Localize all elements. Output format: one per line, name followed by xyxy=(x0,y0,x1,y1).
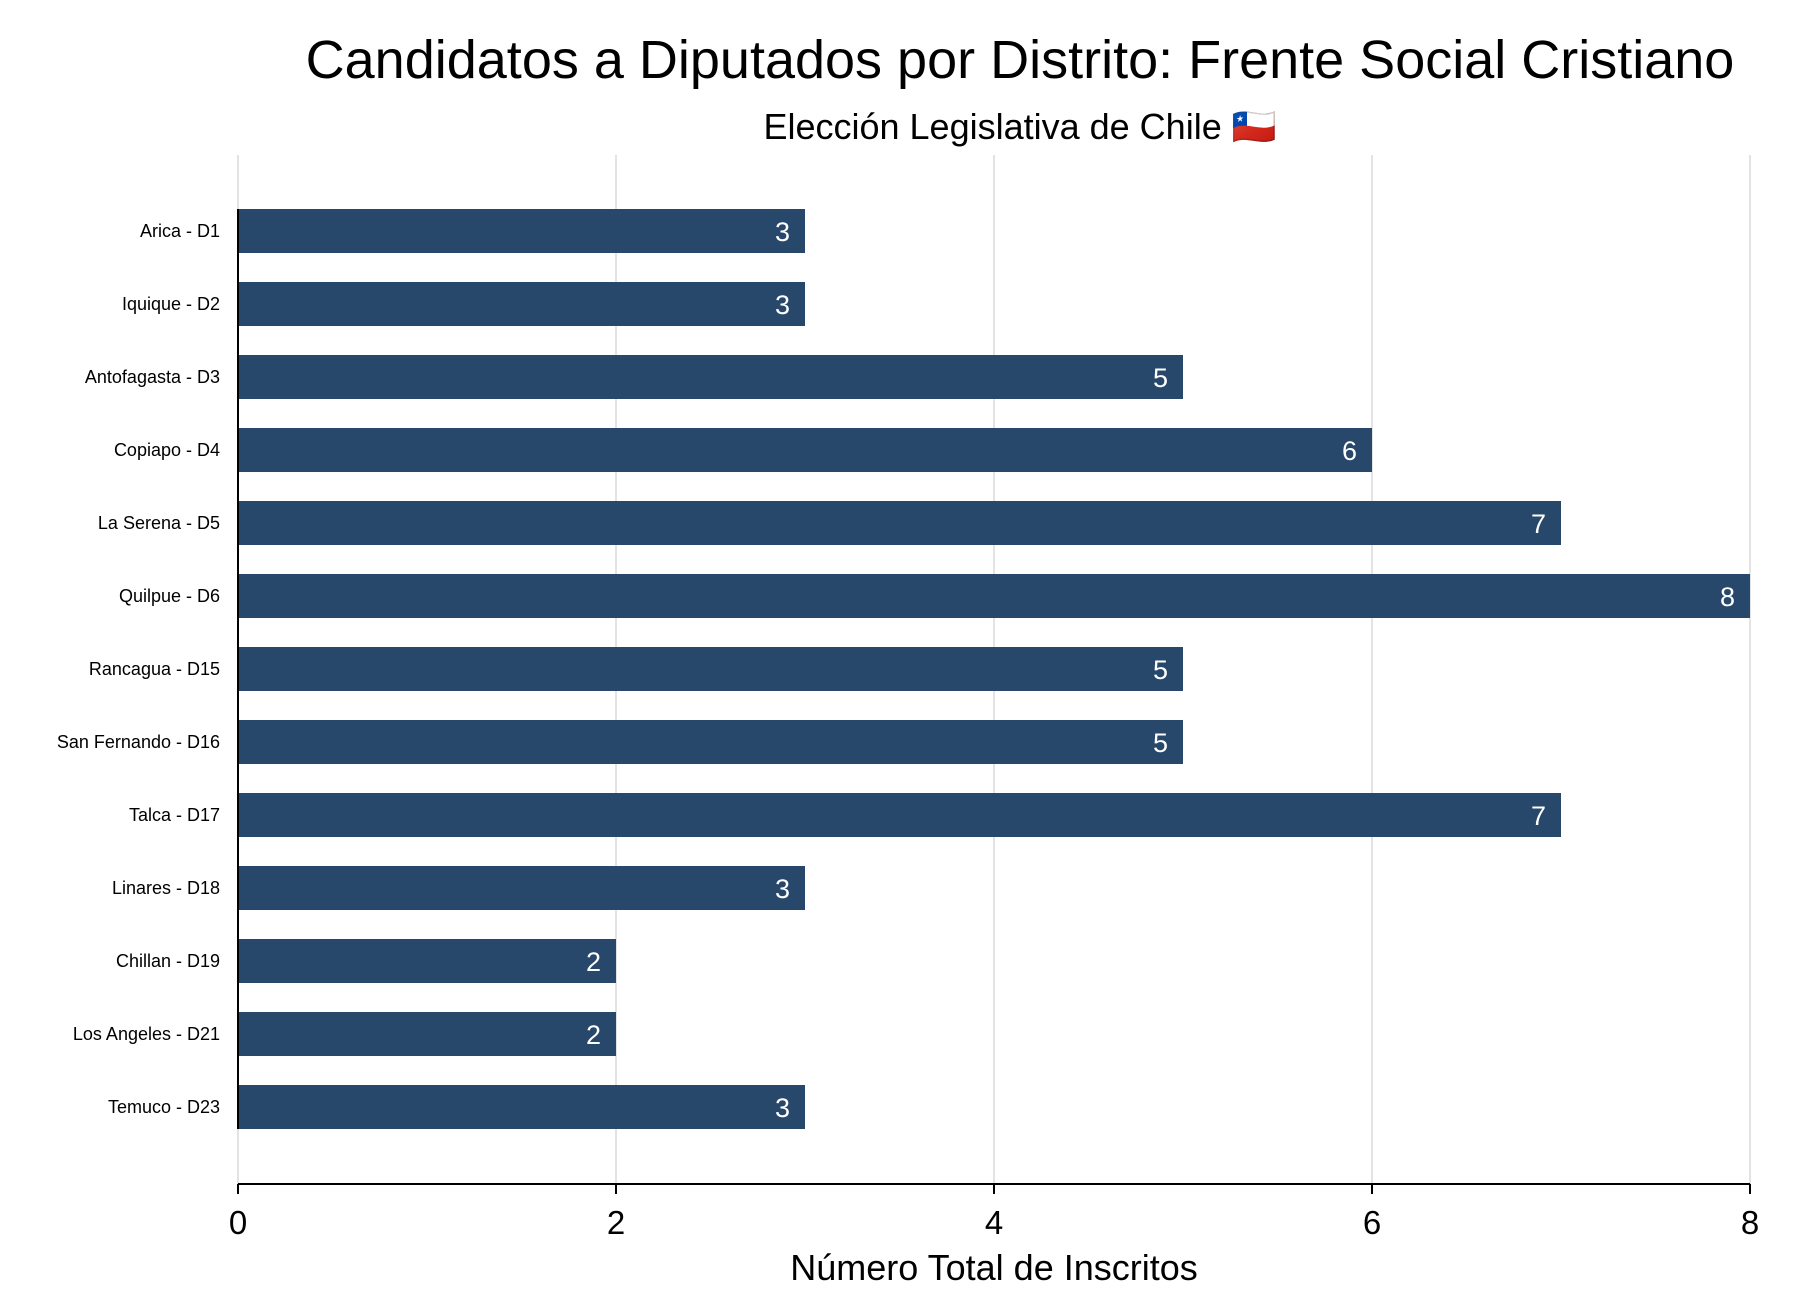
value-label-9: 3 xyxy=(775,874,790,904)
value-label-2: 5 xyxy=(1153,363,1168,393)
value-label-10: 2 xyxy=(586,947,601,977)
value-label-1: 3 xyxy=(775,290,790,320)
value-label-8: 7 xyxy=(1531,801,1546,831)
category-labels: Arica - D1 Iquique - D2 Antofagasta - D3 Co… xyxy=(57,221,220,1117)
category-label-11: Los Angeles - D21 xyxy=(73,1024,220,1044)
value-label-11: 2 xyxy=(586,1020,601,1050)
bar-6 xyxy=(238,647,1183,691)
bar-3 xyxy=(238,428,1372,472)
value-label-6: 5 xyxy=(1153,655,1168,685)
category-label-1: Iquique - D2 xyxy=(122,294,220,314)
value-label-7: 5 xyxy=(1153,728,1168,758)
x-axis: 0 2 4 6 8 xyxy=(229,209,1759,1241)
bar-1 xyxy=(238,282,805,326)
value-label-4: 7 xyxy=(1531,509,1546,539)
x-tick-label-2: 4 xyxy=(985,1204,1003,1241)
x-tick-label-0: 0 xyxy=(229,1204,247,1241)
bar-8 xyxy=(238,793,1561,837)
category-label-0: Arica - D1 xyxy=(140,221,220,241)
x-tick-label-3: 6 xyxy=(1363,1204,1381,1241)
bar-11 xyxy=(238,1012,616,1056)
category-label-7: San Fernando - D16 xyxy=(57,732,220,752)
bar-10 xyxy=(238,939,616,983)
category-label-9: Linares - D18 xyxy=(112,878,220,898)
bars: 3 3 5 6 7 8 5 5 7 3 2 2 3 xyxy=(238,209,1750,1129)
bar-5 xyxy=(238,574,1750,618)
category-label-12: Temuco - D23 xyxy=(108,1097,220,1117)
chart-title: Candidatos a Diputados por Distrito: Fre… xyxy=(305,30,1735,90)
value-label-5: 8 xyxy=(1720,582,1735,612)
x-axis-title: Número Total de Inscritos xyxy=(790,1247,1198,1288)
value-label-0: 3 xyxy=(775,217,790,247)
category-label-5: Quilpue - D6 xyxy=(119,586,220,606)
category-label-10: Chillan - D19 xyxy=(116,951,220,971)
bar-0 xyxy=(238,209,805,253)
value-label-12: 3 xyxy=(775,1093,790,1123)
category-label-3: Copiapo - D4 xyxy=(114,440,220,460)
bar-9 xyxy=(238,866,805,910)
value-label-3: 6 xyxy=(1342,436,1357,466)
category-label-6: Rancagua - D15 xyxy=(89,659,220,679)
category-label-2: Antofagasta - D3 xyxy=(85,367,220,387)
bar-2 xyxy=(238,355,1183,399)
x-tick-label-4: 8 xyxy=(1741,1204,1759,1241)
chart-subtitle: Elección Legislativa de Chile 🇨🇱 xyxy=(763,106,1277,147)
bar-7 xyxy=(238,720,1183,764)
category-label-4: La Serena - D5 xyxy=(98,513,220,533)
bar-12 xyxy=(238,1085,805,1129)
category-label-8: Talca - D17 xyxy=(129,805,220,825)
x-tick-label-1: 2 xyxy=(607,1204,625,1241)
bar-4 xyxy=(238,501,1561,545)
